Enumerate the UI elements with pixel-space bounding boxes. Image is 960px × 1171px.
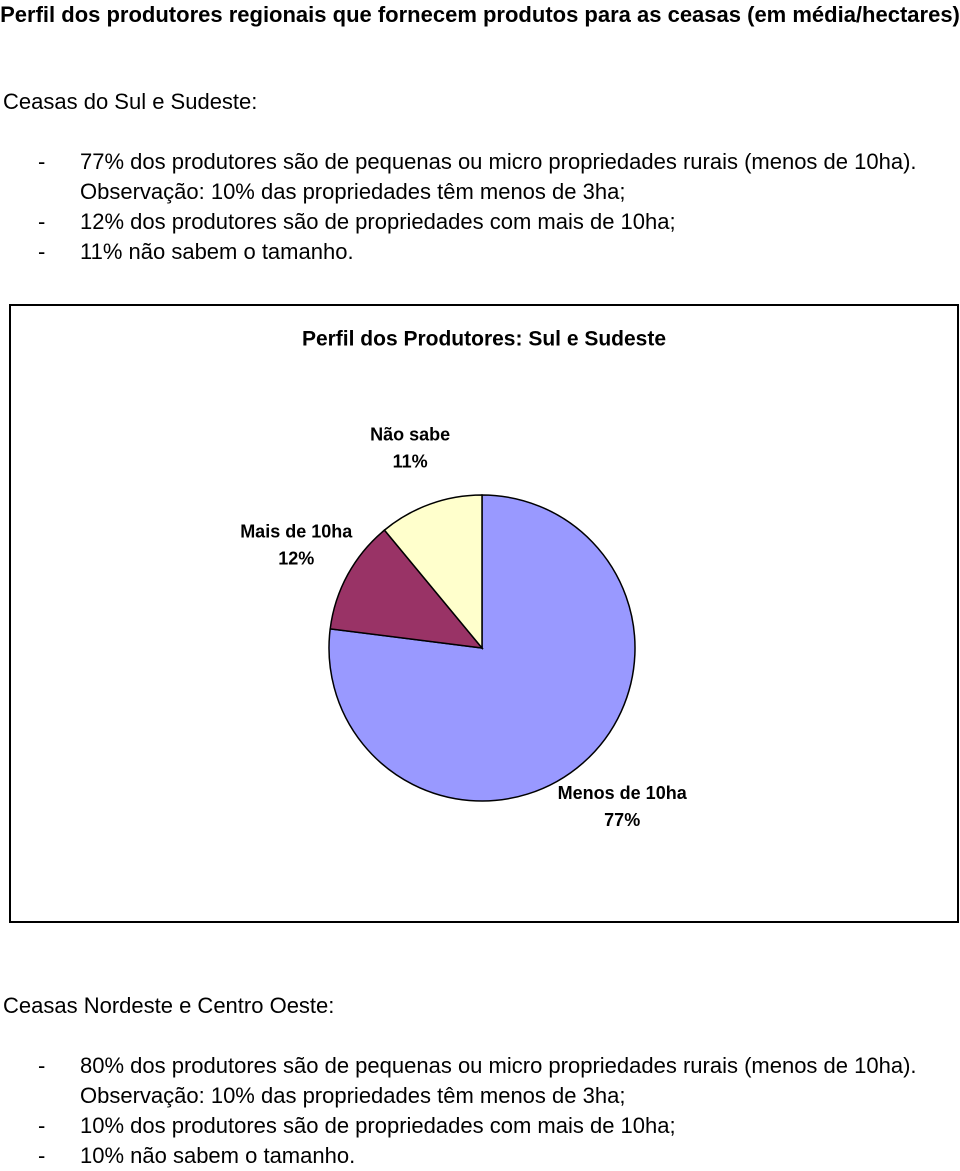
pie-slice — [383, 494, 483, 651]
page-title: Perfil dos produtores regionais que forn… — [0, 2, 960, 27]
item-text: 77% dos produtores são de pequenas ou mi… — [80, 149, 917, 204]
slice-value-label: 11% — [393, 451, 428, 471]
section-heading: Ceasas Nordeste e Centro Oeste: — [3, 993, 335, 1018]
slice-label: Menos de 10ha — [558, 783, 688, 803]
list-item: - 12% dos produtores são de propriedades … — [0, 207, 958, 237]
bullet-list: - 80% dos produtores são de pequenas ou m… — [0, 1051, 958, 1171]
bullet-list: - 77% dos produtores são de pequenas ou m… — [0, 147, 958, 267]
list-item: - 77% dos produtores são de pequenas ou m… — [0, 147, 958, 207]
item-text: 80% dos produtores são de pequenas ou mi… — [80, 1053, 917, 1108]
list-item: - 11% não sabem o tamanho. — [0, 237, 958, 267]
slice-value-label: 77% — [604, 810, 640, 830]
list-marker: - — [38, 1053, 46, 1078]
chart: Perfil dos Produtores: Sul e Sudeste Men… — [9, 304, 959, 923]
item-text: 10% não sabem o tamanho. — [80, 1143, 356, 1168]
list-item: - 10% dos produtores são de propriedades … — [0, 1111, 958, 1141]
item-text: 12% dos produtores são de propriedades c… — [80, 209, 676, 234]
item-text: 10% dos produtores são de propriedades c… — [80, 1113, 676, 1138]
item-text: 11% não sabem o tamanho. — [80, 239, 354, 264]
list-marker: - — [38, 239, 46, 264]
list-marker: - — [38, 209, 46, 234]
pie-slice — [329, 529, 484, 649]
list-marker: - — [38, 1143, 46, 1168]
slice-label: Não sabe — [370, 424, 450, 444]
slice-label: Mais de 10ha — [240, 522, 353, 542]
slice-value-label: 12% — [278, 549, 314, 569]
list-item: - 80% dos produtores são de pequenas ou m… — [0, 1051, 958, 1111]
pie-slice — [328, 494, 636, 802]
list-marker: - — [38, 149, 46, 174]
list-item: - 10% não sabem o tamanho. — [0, 1141, 958, 1171]
list-marker: - — [38, 1113, 46, 1138]
section-heading: Ceasas do Sul e Sudeste: — [3, 89, 258, 114]
chart-title: Perfil dos Produtores: Sul e Sudeste — [302, 328, 666, 351]
